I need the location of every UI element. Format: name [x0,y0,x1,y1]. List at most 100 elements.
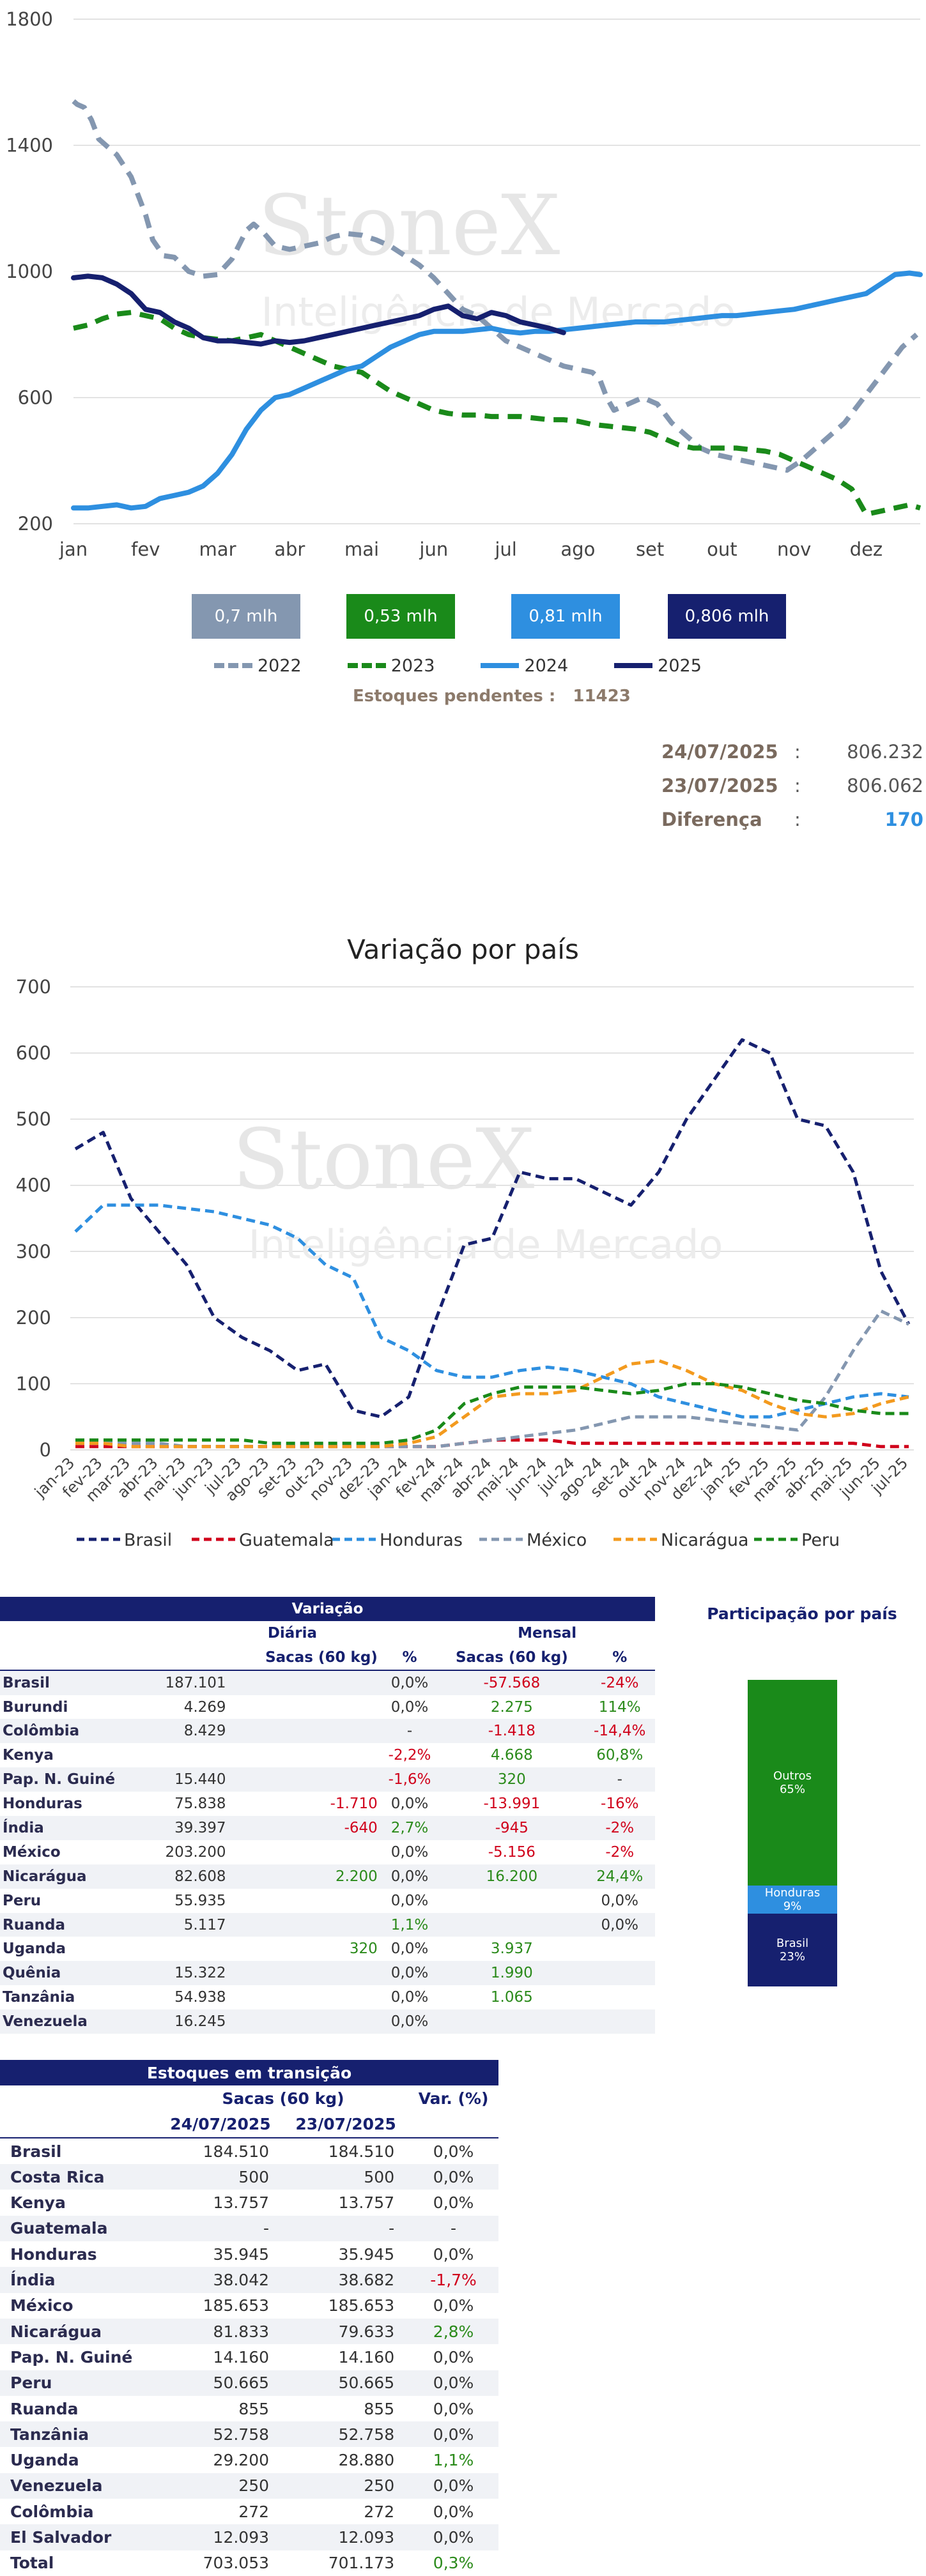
segment-label: Honduras [764,1886,821,1900]
country-name: Guatemala [0,2215,158,2242]
series-line-2024 [71,270,923,511]
country-name: Uganda [3,1940,66,1958]
segment-label: Outros [773,1769,812,1783]
series-line-2022 [72,99,919,473]
chart2-x-axis: jan-23fev-23mar-23abr-23mai-23jun-23jul-… [31,1454,911,1505]
stock-date2: 184.510 [328,2142,395,2161]
daily-change [235,1889,380,1913]
daily-stock [146,1937,235,1961]
daily-change [235,1695,380,1719]
chart1-gridlines [73,19,920,524]
daily-pct: 0,0% [380,2009,440,2034]
stock-date1: 184.510 [203,2142,270,2161]
monthly-pct: 0,0% [584,1912,655,1937]
daily-change [235,1985,380,2009]
daily-stock [146,1743,235,1767]
col-pct-daily: % [402,1649,417,1666]
country-name: Uganda [10,2451,79,2470]
daily-stock: 16.245 [145,2009,235,2034]
table-row: Uganda 320 0,0% 3.937 [0,1937,655,1961]
daily-stock: 4.269 [183,1698,226,1716]
compare-sep1: : [794,741,801,763]
daily-change [235,1840,380,1864]
legend-item-2023: 2023 [347,656,435,676]
monthly-change [439,2009,585,2034]
country-name: Kenya [3,1747,54,1764]
x-tick-label: mar [199,538,236,560]
watermark-sub: Inteligência de Mercado [249,1221,723,1268]
x-tick-label: set [636,538,664,560]
daily-pct: 1,1% [380,1912,440,1937]
variation-table-title: Variação [0,1597,655,1621]
monthly-pct: -16% [601,1795,639,1813]
country-name: Colômbia [10,2502,94,2521]
series-line-Nicarágua [75,1359,909,1449]
monthly-pct: -14,4% [584,1719,655,1744]
country-name: México [10,2296,73,2315]
chart2-series [74,1038,911,1449]
compare-diff-value: 170 [884,809,923,830]
country-name: Índia [0,1816,146,1840]
daily-pct: 0,0% [380,1670,440,1695]
monthly-change: -13.991 [483,1795,541,1813]
table-row: Guatemala - - - [0,2215,498,2242]
monthly-pct [584,1985,655,2009]
country-name: Nicarágua [0,2318,158,2345]
monthly-pct: -2% [584,1816,655,1840]
daily-change [235,1719,380,1744]
country-name: Peru [0,2370,158,2396]
stock-date2: 855 [364,2399,395,2418]
legend-item-2022: 2022 [214,656,302,676]
table-row: Brasil 187.101 0,0% -57.568 -24% [0,1670,655,1695]
stocks-line-chart: StoneX Inteligência de Mercado 200600100… [6,8,923,560]
stock-var: 0,0% [433,2244,474,2264]
country-name: México [3,1843,61,1861]
table-row: Venezuela 16.245 0,0% [0,2009,655,2034]
y-tick-label: 200 [18,513,53,535]
compare-diff-label: Diferença [661,809,762,830]
chart1-y-axis: 200 600 1000 1400 1800 [6,8,53,535]
table-row: El Salvador 12.093 12.093 0,0% [0,2524,498,2550]
table-row: Uganda 29.200 28.880 1,1% [0,2447,498,2473]
table-row: Burundi 4.269 0,0% 2.275 114% [0,1695,655,1719]
y-tick-label: 300 [16,1240,51,1262]
segment-pct: 9% [783,1899,802,1913]
y-tick-label: 100 [16,1373,51,1394]
series-line-2023 [73,310,922,517]
daily-change: 320 [349,1940,378,1958]
y-tick-label: 700 [16,976,51,998]
stock-var: 0,0% [408,2421,498,2448]
monthly-pct: -2% [605,1843,635,1861]
table-row: México 203.200 0,0% -5.156 -2% [0,1840,655,1864]
stock-var: 0,0% [408,2370,498,2396]
country-name: Brasil [0,1670,146,1695]
x-tick-label: dez [850,538,883,560]
daily-stock: 55.935 [174,1892,226,1909]
monthly-pct: 24,4% [584,1864,655,1889]
watermark-brand: StoneX [258,177,560,274]
daily-stock: 187.101 [145,1670,235,1695]
stock-date2: 12.093 [283,2524,409,2550]
stock-date1: - [157,2215,284,2242]
table-row: Honduras 35.945 35.945 0,0% [0,2241,498,2267]
monthly-change: -945 [439,1816,585,1840]
stock-date2: 79.633 [283,2318,409,2345]
stock-date1: 38.042 [157,2267,284,2293]
daily-change: 2.200 [235,1864,380,1889]
stock-date1: 272 [238,2502,270,2521]
monthly-pct: -24% [584,1670,655,1695]
y-tick-label: 0 [40,1439,51,1461]
compare-value1: 806.232 [847,741,923,763]
chart1-series [71,99,923,517]
stock-date2: 35.945 [338,2244,395,2264]
table-row: Colômbia 8.429 - -1.418 -14,4% [0,1719,655,1744]
country-variation-chart: StoneX Inteligência de Mercado 0 100 200 30… [16,976,914,1550]
y-tick-label: 200 [16,1307,51,1329]
table-row: Costa Rica 500 500 0,0% [0,2164,498,2190]
x-tick-label: mai [344,538,379,560]
country-name: Índia [0,2267,158,2293]
table-row: Honduras 75.838 -1.710 0,0% -13.991 -16% [0,1792,655,1816]
stock-date1: 855 [238,2399,270,2418]
chart2-title: Variação por país [347,934,579,965]
monthly-pct: 0,0% [601,1892,638,1909]
